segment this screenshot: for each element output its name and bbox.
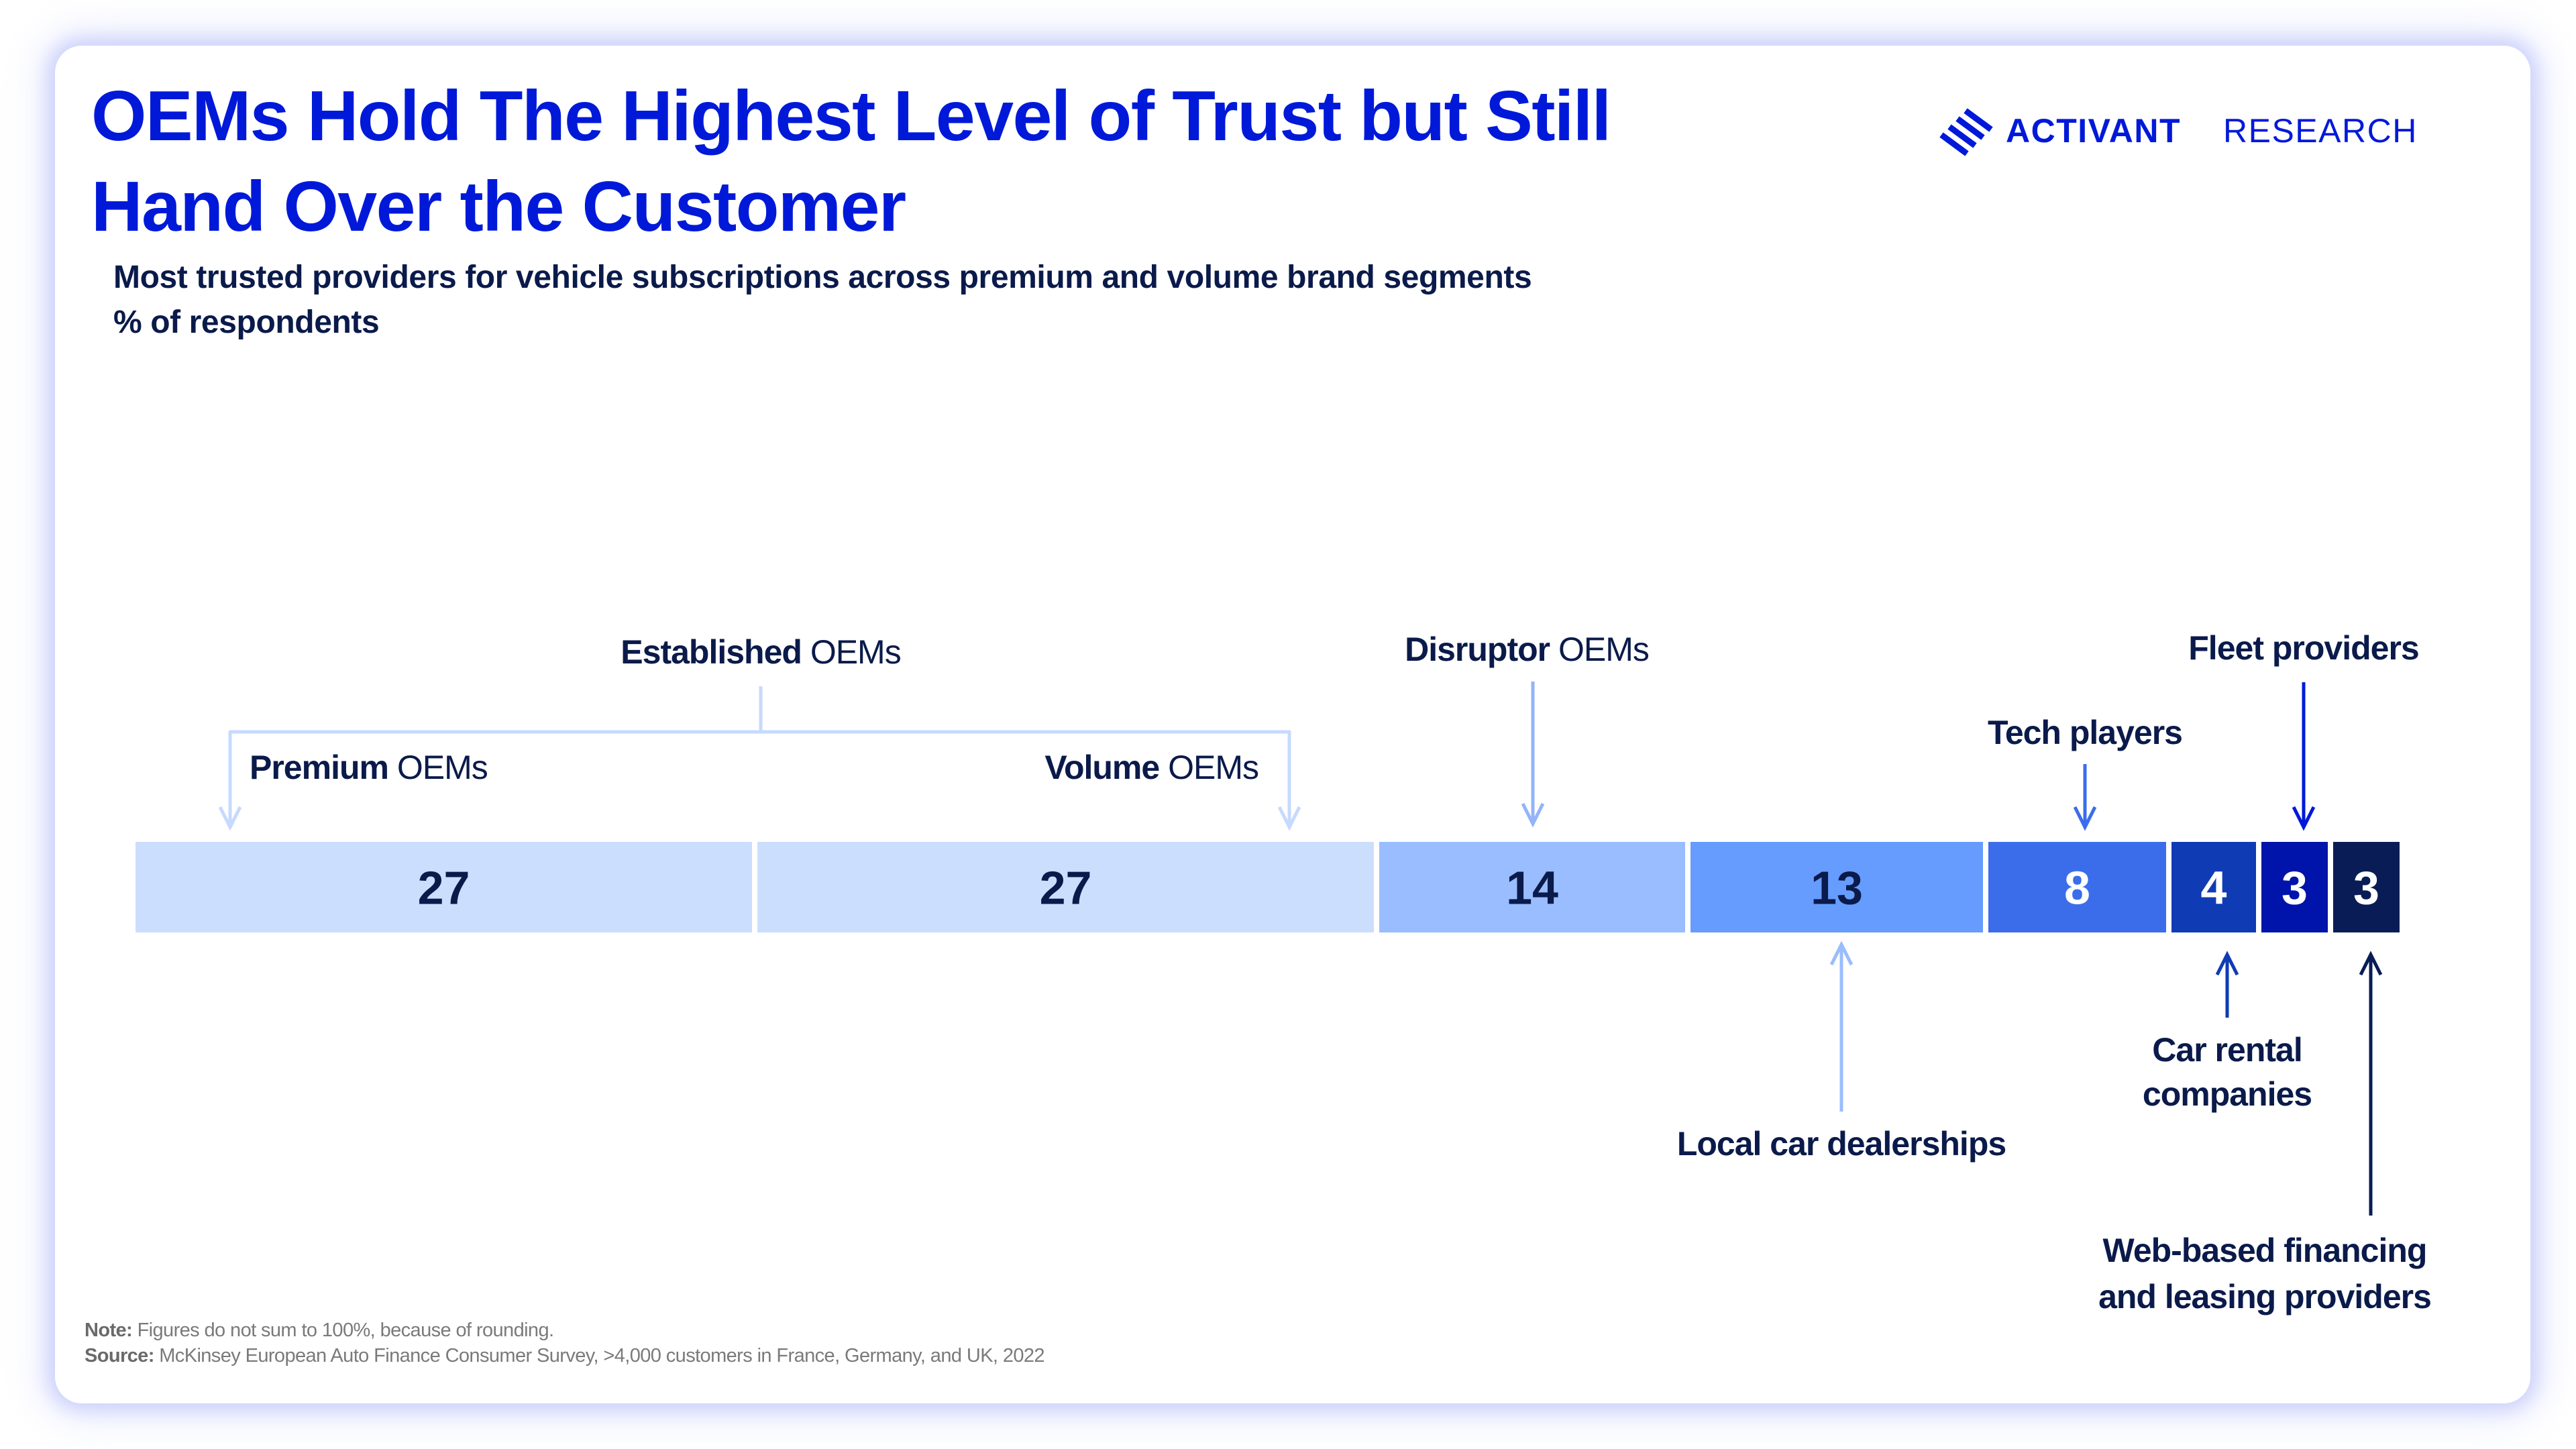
- value-label-volume-oems: 27: [1040, 862, 1092, 914]
- group-label-established-oems-bold: Established: [621, 633, 802, 671]
- callout-label-tech-players-bold: Tech players: [1988, 714, 2182, 751]
- callout-label-car-rental-line1-bold: Car rental: [2152, 1031, 2302, 1069]
- bar-segment-premium-oems: [136, 842, 752, 932]
- callout-label-premium-oems-bold: Premium: [250, 749, 388, 786]
- callout-label-fleet-providers-bold: Fleet providers: [2188, 629, 2418, 667]
- title-line-2: Hand Over the Customer: [91, 167, 906, 246]
- callout-label-disruptor-oems: Disruptor OEMs: [1405, 631, 1649, 668]
- logo-stripe: [1947, 124, 1977, 148]
- callout-label-local-car-dealerships: Local car dealerships: [1677, 1125, 2006, 1163]
- note-line: Note: Figures do not sum to 100%, becaus…: [85, 1318, 554, 1343]
- logo-stripe: [1955, 116, 1985, 140]
- logo-stripe: [1939, 132, 1969, 156]
- callout-arrows: [218, 682, 2383, 1216]
- subtitle-text: Most trusted providers for vehicle subsc…: [113, 260, 1532, 295]
- bar-segment-volume-oems: [757, 842, 1374, 932]
- arrow-web-based-financing: [2359, 951, 2383, 1216]
- title-line-1: OEMs Hold The Highest Level of Trust but…: [91, 76, 1611, 156]
- callout-label-premium-oems-regular: OEMs: [388, 749, 488, 786]
- arrow-car-rental-companies: [2215, 951, 2239, 1018]
- bar-segments: 27 27 14 13 8 4 3 3: [136, 842, 2400, 932]
- bar-segment-tech-players: [1988, 842, 2166, 932]
- group-label-established-oems: Established OEMs: [621, 633, 900, 671]
- group-label-established-oems-regular: OEMs: [802, 633, 901, 671]
- arrow-volume-oems: [1277, 732, 1301, 831]
- bar-segment-local-car-dealerships: [1690, 842, 1983, 932]
- callout-label-disruptor-oems-bold: Disruptor: [1405, 631, 1550, 668]
- value-label-premium-oems: 27: [418, 862, 470, 914]
- callout-label-web-based-line1: Web-based financing: [2103, 1232, 2427, 1269]
- chart-card: [55, 46, 2530, 1403]
- note-text: Figures do not sum to 100%, because of r…: [132, 1320, 554, 1341]
- source-label: Source:: [85, 1345, 154, 1366]
- value-label-web-based-financing-and-leasing-providers: 3: [2353, 862, 2379, 914]
- source-line: Source: McKinsey European Auto Finance C…: [85, 1343, 1045, 1368]
- logo-stripe: [1964, 108, 1993, 132]
- callout-label-tech-players: Tech players: [1988, 714, 2182, 751]
- arrow-premium-oems: [218, 732, 242, 831]
- callout-label-disruptor-oems-regular: OEMs: [1550, 631, 1649, 668]
- callout-label-volume-oems: Volume OEMs: [1044, 749, 1258, 786]
- logo-word-activant: ACTIVANT: [2006, 112, 2182, 150]
- arrow-local-car-dealerships: [1829, 941, 1854, 1112]
- group-bracket: [229, 686, 1291, 734]
- value-label-car-rental-companies: 4: [2201, 862, 2227, 914]
- bar-segment-car-rental-companies: [2171, 842, 2256, 932]
- value-label-disruptor-oems: 14: [1506, 862, 1558, 914]
- callout-label-volume-oems-bold: Volume: [1044, 749, 1159, 786]
- value-label-tech-players: 8: [2064, 862, 2090, 914]
- chart-subtitle: Most trusted providers for vehicle subsc…: [113, 255, 1532, 345]
- callout-label-fleet-providers: Fleet providers: [2188, 629, 2418, 667]
- callout-label-local-car-dealerships-bold: Local car dealerships: [1677, 1125, 2006, 1163]
- note-label: Note:: [85, 1320, 133, 1341]
- callout-label-volume-oems-regular: OEMs: [1159, 749, 1258, 786]
- activant-stripes-icon: [1939, 108, 1993, 156]
- unit-label: % of respondents: [113, 305, 380, 340]
- bar-segment-fleet-providers: [2261, 842, 2328, 932]
- logo-word-research: RESEARCH: [2223, 112, 2418, 150]
- callout-label-web-based-line1-bold: Web-based financing: [2103, 1232, 2427, 1269]
- callout-label-premium-oems: Premium OEMs: [250, 749, 488, 786]
- arrow-disruptor-oems: [1521, 682, 1545, 828]
- source-text: McKinsey European Auto Finance Consumer …: [154, 1345, 1044, 1366]
- callout-label-web-based-line2: and leasing providers: [2098, 1278, 2431, 1316]
- value-label-local-car-dealerships: 13: [1811, 862, 1863, 914]
- arrow-tech-players: [2073, 764, 2097, 831]
- arrow-fleet-providers: [2292, 682, 2316, 831]
- callout-label-car-rental-line1: Car rental: [2152, 1031, 2302, 1069]
- page-title: OEMs Hold The Highest Level of Trust but…: [91, 71, 1611, 252]
- callout-label-car-rental-line2: companies: [2143, 1075, 2312, 1113]
- bar-segment-web-based-financing-and-leasing-providers: [2333, 842, 2400, 932]
- value-label-fleet-providers: 3: [2282, 862, 2308, 914]
- bar-segment-disruptor-oems: [1379, 842, 1685, 932]
